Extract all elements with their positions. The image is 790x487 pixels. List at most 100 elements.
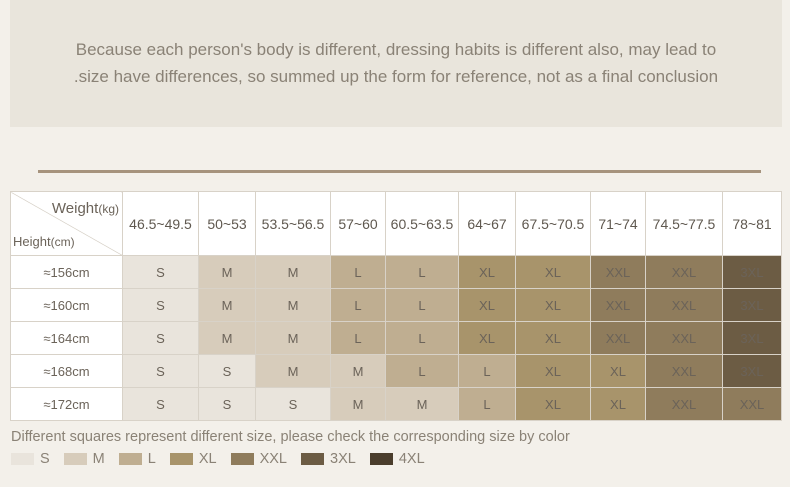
weight-header-cell: 64~67: [458, 191, 516, 256]
legend-swatch: [11, 453, 34, 465]
size-cell: M: [330, 387, 386, 421]
height-row-header: ≈160cm: [10, 288, 123, 322]
size-cell: L: [330, 288, 386, 322]
weight-header-cell: 50~53: [198, 191, 256, 256]
size-cell: XXL: [645, 321, 723, 355]
weight-header-cell: 71~74: [590, 191, 646, 256]
legend-swatch: [118, 453, 142, 465]
size-cell: L: [330, 321, 386, 355]
size-cell: L: [385, 354, 459, 388]
size-cell: M: [198, 288, 256, 322]
size-cell: XXL: [645, 255, 723, 289]
size-cell: XL: [515, 321, 591, 355]
table-body: ≈156cm S M M L L XL XL XXL XXL 3XL ≈160cm S M M L L XL XL X…: [10, 255, 782, 421]
divider: [38, 170, 761, 173]
size-cell: XL: [515, 354, 591, 388]
legend-item: XL: [169, 451, 217, 467]
weight-header-cell: 57~60: [330, 191, 386, 256]
size-cell: M: [255, 288, 331, 322]
weight-header-cell: 74.5~77.5: [645, 191, 723, 256]
height-row-header: ≈172cm: [10, 387, 123, 421]
height-row-header: ≈164cm: [10, 321, 123, 355]
height-row-header: ≈156cm: [10, 255, 123, 289]
size-cell: XXL: [590, 288, 646, 322]
table-row: ≈168cm S S M M L L XL XL XXL 3XL: [10, 354, 782, 388]
size-cell: S: [198, 354, 256, 388]
height-row-header: ≈168cm: [10, 354, 123, 388]
notice-line-2: .size have differences, so summed up the…: [73, 67, 719, 86]
legend-label: M: [92, 451, 105, 467]
size-cell: M: [255, 354, 331, 388]
table-row: ≈156cm S M M L L XL XL XXL XXL 3XL: [10, 255, 782, 289]
size-cell: 3XL: [722, 321, 782, 355]
weight-header-cell: 46.5~49.5: [122, 191, 199, 256]
size-cell: XXL: [722, 387, 782, 421]
legend-item: L: [118, 451, 156, 467]
size-cell: M: [255, 255, 331, 289]
size-cell: S: [255, 387, 331, 421]
size-cell: L: [458, 387, 516, 421]
size-cell: 3XL: [722, 255, 782, 289]
notice-text: Because each person's body is different,…: [10, 36, 782, 90]
legend-swatch: [369, 453, 393, 465]
size-cell: M: [330, 354, 386, 388]
weight-header-cell: 60.5~63.5: [385, 191, 459, 256]
legend-item: 3XL: [301, 451, 356, 467]
legend-swatch: [63, 453, 87, 465]
weight-axis-label: Weight(kg): [52, 200, 119, 217]
size-cell: S: [122, 288, 199, 322]
size-cell: XL: [458, 255, 516, 289]
notice-line-1: Because each person's body is different,…: [75, 40, 717, 59]
legend-swatch: [169, 453, 193, 465]
notice-panel: Because each person's body is different,…: [10, 0, 782, 127]
table-row: ≈164cm S M M L L XL XL XXL XXL 3XL: [10, 321, 782, 355]
size-cell: M: [198, 321, 256, 355]
legend-swatch: [230, 453, 254, 465]
legend-label: 4XL: [398, 451, 425, 467]
size-chart-table: Weight(kg) Height(cm) 46.5~49.5 50~53 53.5…: [10, 191, 782, 421]
height-unit: (cm): [50, 235, 75, 249]
size-cell: XXL: [645, 288, 723, 322]
color-legend: S M L XL XXL 3XL 4XL: [11, 449, 439, 469]
weight-header-cell: 67.5~70.5: [515, 191, 591, 256]
weight-unit: (kg): [98, 202, 119, 216]
size-cell: XL: [515, 255, 591, 289]
height-axis-label: Height(cm): [13, 234, 75, 249]
legend-item: XXL: [230, 451, 288, 467]
size-cell: S: [198, 387, 256, 421]
size-cell: L: [385, 255, 459, 289]
size-cell: S: [122, 321, 199, 355]
legend-label: 3XL: [330, 451, 356, 467]
weight-label: Weight: [51, 200, 99, 217]
size-cell: M: [255, 321, 331, 355]
legend-title: Different squares represent different si…: [11, 429, 570, 445]
table-row: ≈160cm S M M L L XL XL XXL XXL 3XL: [10, 288, 782, 322]
size-cell: XXL: [590, 321, 646, 355]
weight-header-cell: 78~81: [722, 191, 782, 256]
legend-label: XL: [198, 451, 217, 467]
legend-item: S: [11, 451, 50, 467]
size-cell: XL: [458, 288, 516, 322]
size-cell: L: [385, 288, 459, 322]
size-cell: XL: [458, 321, 516, 355]
size-cell: M: [198, 255, 256, 289]
size-cell: 3XL: [722, 354, 782, 388]
size-cell: XL: [590, 354, 646, 388]
size-cell: XL: [515, 387, 591, 421]
table-corner-cell: Weight(kg) Height(cm): [10, 191, 123, 256]
legend-item: 4XL: [369, 451, 425, 467]
legend-item: M: [63, 451, 105, 467]
table-row: ≈172cm S S S M M L XL XL XXL XXL: [10, 387, 782, 421]
size-cell: XXL: [645, 354, 723, 388]
legend-label: S: [40, 451, 50, 467]
weight-header-cell: 53.5~56.5: [255, 191, 331, 256]
size-cell: S: [122, 354, 199, 388]
size-cell: XL: [590, 387, 646, 421]
size-cell: 3XL: [722, 288, 782, 322]
size-cell: S: [122, 387, 199, 421]
legend-label: XXL: [259, 451, 288, 467]
size-cell: L: [385, 321, 459, 355]
size-cell: M: [385, 387, 459, 421]
legend-label: L: [147, 451, 156, 467]
size-cell: XXL: [645, 387, 723, 421]
